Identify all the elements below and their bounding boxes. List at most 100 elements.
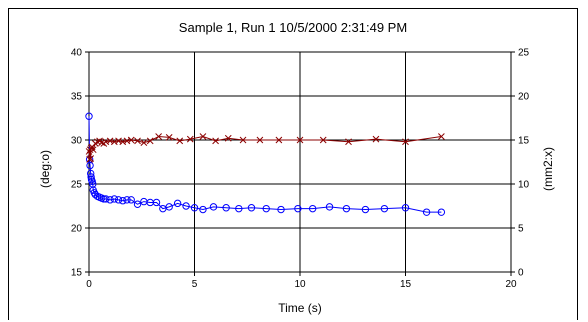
data-point-stroke <box>134 137 141 145</box>
data-point <box>182 202 190 210</box>
left-y-axis-ticks: 15 20 25 30 35 40 <box>71 48 89 279</box>
data-point <box>86 161 94 170</box>
left-y-tick-label: 20 <box>71 224 83 235</box>
data-point <box>87 155 95 162</box>
chart-title: Sample 1, Run 1 10/5/2000 2:31:49 PM <box>179 20 407 35</box>
data-point <box>296 136 304 144</box>
data-point-stroke <box>256 136 264 144</box>
data-point-stroke <box>127 136 135 144</box>
data-point <box>209 203 218 211</box>
data-point <box>102 195 110 203</box>
grid-lines <box>88 51 512 273</box>
right-y-tick-label: 10 <box>518 180 530 191</box>
right-y-tick-label: 20 <box>518 92 530 103</box>
data-point <box>380 204 389 213</box>
data-point <box>186 135 194 143</box>
left-y-tick-label: 15 <box>71 268 83 279</box>
data-point <box>152 198 161 207</box>
x-tick-label: 15 <box>400 279 412 290</box>
right-y-tick-label: 25 <box>518 48 530 59</box>
data-point <box>85 112 93 120</box>
right-y-axis-label: (mm2:x) <box>541 147 555 191</box>
series-0 <box>85 112 446 216</box>
data-point <box>342 204 351 213</box>
data-point <box>235 204 243 213</box>
right-y-tick-label: 0 <box>518 268 524 279</box>
data-point <box>127 196 135 204</box>
data-point-stroke <box>186 135 194 143</box>
data-point <box>277 205 285 214</box>
data-point <box>402 138 409 146</box>
data-point <box>123 196 131 204</box>
right-y-tick-label: 15 <box>518 136 530 147</box>
data-point <box>133 200 142 208</box>
x-axis-ticks: 0 5 10 15 20 <box>86 272 517 290</box>
data-point-stroke <box>438 133 445 140</box>
series-line <box>88 116 442 213</box>
data-point <box>89 146 97 154</box>
data-point <box>127 136 135 144</box>
data-point <box>247 204 256 212</box>
data-point <box>199 205 207 214</box>
data-point-stroke <box>372 135 380 143</box>
data-point-stroke <box>176 137 184 145</box>
series-layer <box>85 112 446 216</box>
data-point-stroke <box>212 137 219 145</box>
data-point <box>98 139 106 146</box>
series-1 <box>85 133 445 163</box>
x-tick-label: 0 <box>86 279 92 290</box>
data-point <box>239 136 247 144</box>
left-y-axis-label: (deg:o) <box>38 150 52 188</box>
data-point-stroke <box>119 138 127 146</box>
data-point-stroke <box>87 155 95 162</box>
data-point <box>401 204 410 212</box>
data-point <box>437 208 446 216</box>
data-point-stroke <box>239 136 247 144</box>
data-point-stroke <box>102 138 110 146</box>
data-point <box>224 134 232 142</box>
data-point <box>222 204 230 212</box>
x-tick-label: 5 <box>192 279 198 290</box>
x-axis-label: Time (s) <box>278 301 322 315</box>
data-point <box>140 139 148 146</box>
data-point <box>119 197 127 205</box>
data-point <box>372 135 380 143</box>
data-point <box>438 133 445 140</box>
data-point-stroke <box>140 139 148 146</box>
left-y-tick-label: 30 <box>71 136 83 147</box>
data-point <box>173 199 182 208</box>
data-point <box>165 203 173 211</box>
data-point-stroke <box>146 137 154 145</box>
data-point-stroke <box>123 137 131 145</box>
data-point <box>262 204 270 213</box>
data-point <box>422 208 431 216</box>
data-point-stroke <box>155 133 162 140</box>
data-point-stroke <box>110 138 118 146</box>
data-point <box>134 137 141 145</box>
left-y-tick-label: 40 <box>71 48 83 59</box>
data-point-stroke <box>89 146 97 154</box>
chart-svg: Sample 1, Run 1 10/5/2000 2:31:49 PM 15 2… <box>38 20 555 315</box>
data-point <box>319 136 327 144</box>
data-point-stroke <box>402 138 409 146</box>
data-point <box>110 195 119 203</box>
data-point-stroke <box>345 138 352 146</box>
data-point-stroke <box>296 136 304 144</box>
left-y-tick-label: 35 <box>71 92 83 103</box>
data-point-stroke <box>98 139 106 146</box>
data-point-stroke <box>224 134 232 142</box>
data-point-stroke <box>275 136 283 144</box>
data-point <box>294 204 302 213</box>
data-point <box>165 134 173 141</box>
data-point <box>275 136 283 144</box>
data-point <box>212 137 219 145</box>
data-point <box>155 133 162 140</box>
data-point <box>146 137 154 145</box>
chart-frame: Sample 1, Run 1 10/5/2000 2:31:49 PM 15 2… <box>8 8 578 320</box>
data-point <box>87 173 95 181</box>
right-y-axis-ticks: 0 5 10 15 20 25 <box>511 48 530 279</box>
data-point-stroke <box>199 133 207 140</box>
left-y-tick-label: 25 <box>71 180 83 191</box>
data-point <box>256 136 264 144</box>
data-point <box>199 133 207 140</box>
